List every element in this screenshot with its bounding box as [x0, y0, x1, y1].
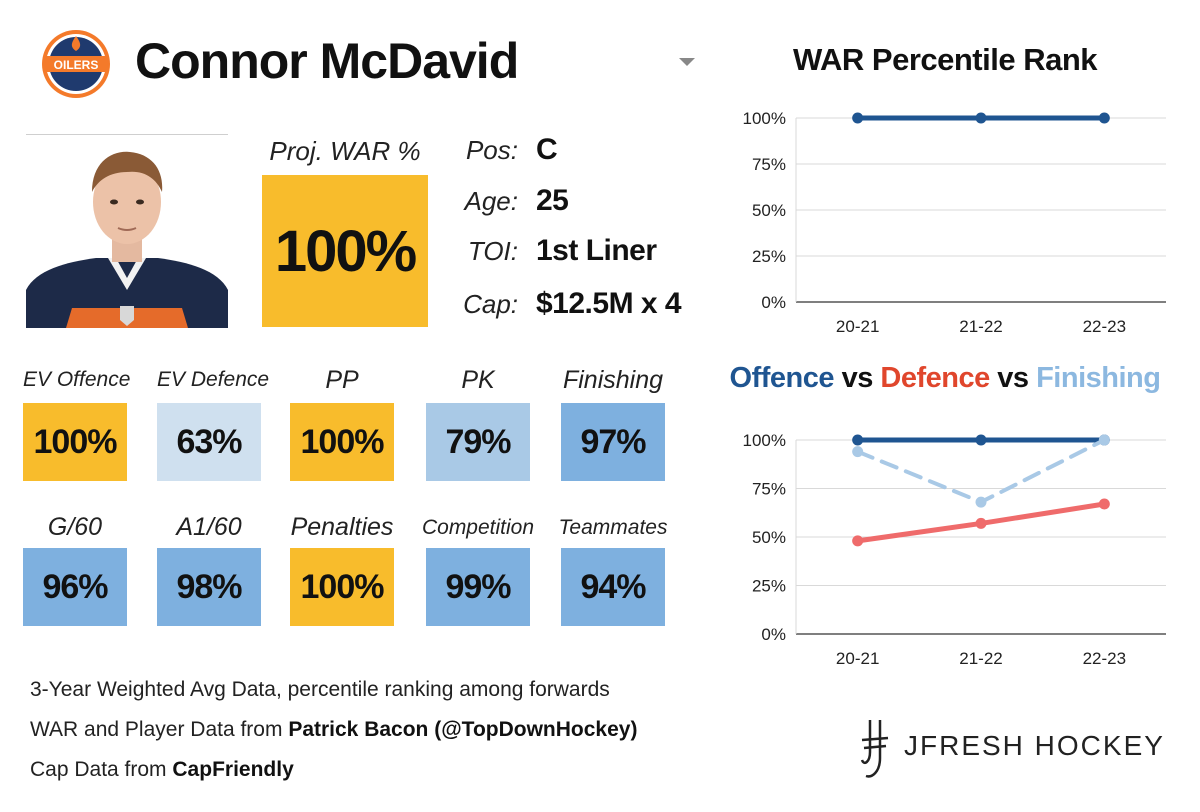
stat-label-pk: PK [461, 366, 495, 394]
stat-label-penalties: Penalties [290, 513, 394, 541]
info-row-toi: TOI: 1st Liner [450, 231, 657, 271]
data-point [1098, 498, 1110, 510]
title-finishing: Finishing [1036, 362, 1161, 394]
stat-value-competition: 99% [426, 548, 530, 626]
stat-label-ev-defence: EV Defence [157, 368, 270, 391]
data-point [975, 434, 987, 446]
title-vs-2: vs [989, 362, 1037, 394]
info-value: $12.5M x 4 [536, 287, 682, 320]
proj-war-value: 100% [262, 175, 428, 327]
info-value: 25 [536, 184, 569, 217]
x-tick-label: 21-22 [959, 317, 1002, 336]
footer-note: 3-Year Weighted Avg Data, percentile ran… [30, 678, 610, 701]
info-label: Pos: [465, 134, 518, 165]
stat-value-g60: 96% [23, 548, 127, 626]
info-row-age: Age: 25 [450, 181, 569, 221]
stat-value-ev-defence: 63% [157, 403, 261, 481]
x-tick-label: 21-22 [959, 649, 1002, 668]
war-percentile-chart: 0% 25% 50% 75% 100% 20-21 21-22 22-23 [743, 109, 1166, 336]
y-tick-label: 75% [752, 155, 786, 174]
footer-war-credit-prefix: WAR and Player Data from [30, 718, 289, 741]
info-value: 1st Liner [536, 234, 657, 267]
info-label: Age: [464, 185, 519, 216]
data-point [852, 446, 864, 458]
footer-cap-credit-source[interactable]: CapFriendly [172, 758, 294, 781]
player-photo [26, 140, 228, 328]
footer-war-credit: WAR and Player Data from Patrick Bacon (… [30, 718, 637, 742]
y-tick-label: 25% [752, 577, 786, 596]
info-value: C [536, 133, 558, 166]
oilers-logo: OILERS [42, 30, 110, 98]
comparison-chart-title: Offence vs Defence vs Finishing [700, 362, 1190, 395]
data-point [975, 496, 987, 508]
y-tick-label: 0% [761, 625, 786, 644]
stat-label-pp: PP [325, 366, 359, 394]
title-defence: Defence [880, 362, 990, 394]
x-tick-label: 22-23 [1083, 649, 1126, 668]
data-point [852, 535, 864, 547]
stat-label-a160: A1/60 [176, 513, 242, 541]
player-select-dropdown-icon[interactable] [679, 58, 695, 66]
stat-value-penalties: 100% [290, 548, 394, 626]
y-tick-label: 50% [752, 201, 786, 220]
stat-value-pp: 100% [290, 403, 394, 481]
series-line-finishing [855, 438, 1107, 505]
jfresh-logo-icon [860, 720, 889, 778]
stat-label-g60: G/60 [47, 513, 103, 541]
y-tick-label: 100% [743, 109, 786, 128]
data-point [852, 434, 864, 446]
stat-value-finishing: 97% [561, 403, 665, 481]
stat-value-teammates: 94% [561, 548, 665, 626]
title-vs-1: vs [834, 362, 881, 394]
stat-label-finishing: Finishing [562, 366, 664, 394]
info-label: Cap: [463, 288, 518, 319]
war-chart-title: WAR Percentile Rank [792, 42, 1098, 77]
data-point [975, 112, 987, 124]
stat-label-competition: Competition [421, 516, 535, 539]
data-point [1098, 434, 1110, 446]
x-tick-label: 22-23 [1083, 317, 1126, 336]
footer-cap-credit-prefix: Cap Data from [30, 758, 173, 781]
data-point [1098, 112, 1110, 124]
title-offence: Offence [729, 362, 835, 394]
x-tick-label: 20-21 [836, 317, 879, 336]
info-row-position: Pos: C [450, 130, 558, 170]
stat-label-ev-offence: EV Offence [23, 368, 131, 391]
x-tick-label: 20-21 [836, 649, 879, 668]
stat-value-a160: 98% [157, 548, 261, 626]
footer-war-credit-source[interactable]: Patrick Bacon (@TopDownHockey) [288, 718, 638, 741]
offence-defence-finishing-chart: 0% 25% 50% 75% 100% 20-21 21-22 22-23 [743, 431, 1166, 668]
y-tick-label: 50% [752, 528, 786, 547]
photo-divider [26, 134, 228, 135]
data-point [852, 112, 864, 124]
y-tick-label: 100% [743, 431, 786, 450]
stat-value-pk: 79% [426, 403, 530, 481]
stat-value-ev-offence: 100% [23, 403, 127, 481]
footer-cap-credit: Cap Data from CapFriendly [30, 758, 294, 782]
data-point [975, 517, 987, 529]
y-tick-label: 0% [761, 293, 786, 312]
y-tick-label: 75% [752, 480, 786, 499]
y-tick-label: 25% [752, 247, 786, 266]
logo-text: OILERS [54, 58, 99, 72]
stat-label-teammates: Teammates [558, 516, 668, 539]
info-label: TOI: [467, 235, 518, 266]
proj-war-label: Proj. WAR % [269, 136, 421, 166]
brand-name: JFRESH HOCKEY [904, 730, 1165, 761]
player-name: Connor McDavid [135, 33, 519, 89]
info-row-cap: Cap: $12.5M x 4 [450, 284, 682, 324]
